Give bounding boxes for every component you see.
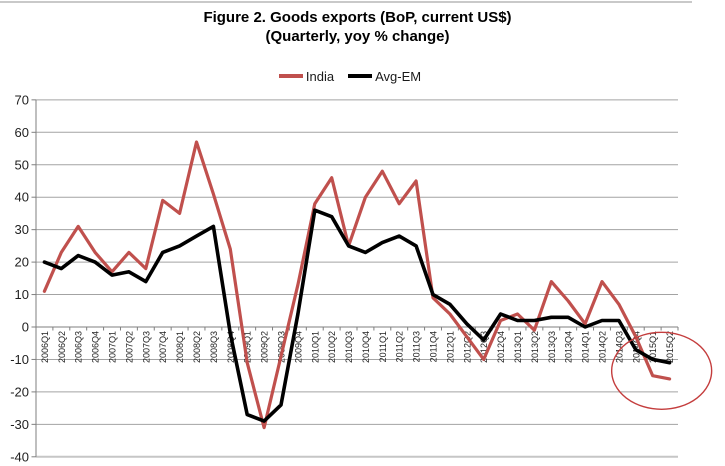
x-axis-label: 2014Q2 xyxy=(597,331,607,363)
y-axis-label: 10 xyxy=(15,287,29,302)
y-axis-label: -40 xyxy=(10,449,29,464)
y-axis-label: 20 xyxy=(15,255,29,270)
legend-label-india: India xyxy=(305,68,335,84)
x-axis-label: 2011Q1 xyxy=(378,331,388,362)
y-axis-label: -20 xyxy=(10,384,29,399)
x-axis-label: 2009Q3 xyxy=(276,331,286,363)
x-axis-label: 2007Q2 xyxy=(124,331,134,363)
x-axis-label: 2006Q2 xyxy=(57,331,67,363)
x-axis-label: 2013Q2 xyxy=(530,331,540,363)
x-axis-label: 2010Q1 xyxy=(310,331,320,363)
x-axis-label: 2012Q3 xyxy=(479,331,489,363)
x-axis-label: 2010Q4 xyxy=(361,331,371,363)
x-axis-label: 2006Q1 xyxy=(40,331,50,363)
y-axis-label: 30 xyxy=(15,222,29,237)
x-axis-label: 2011Q2 xyxy=(395,331,405,362)
x-axis-label: 2013Q3 xyxy=(547,331,557,363)
chart-title: Figure 2. Goods exports (BoP, current US… xyxy=(203,9,512,26)
x-axis-label: 2015Q1 xyxy=(648,331,658,363)
x-axis-label: 2006Q4 xyxy=(91,331,101,363)
x-axis-label: 2011Q3 xyxy=(412,331,422,362)
x-axis-label: 2007Q3 xyxy=(141,331,151,363)
avg-em-line-swatch-icon xyxy=(348,74,373,78)
y-axis-label: -30 xyxy=(10,417,29,432)
x-axis-label: 2008Q2 xyxy=(192,331,202,363)
x-axis-label: 2013Q4 xyxy=(564,331,574,363)
x-axis-label: 2015Q2 xyxy=(665,331,675,363)
x-axis-label: 2008Q3 xyxy=(209,331,219,363)
x-axis-label: 2010Q2 xyxy=(327,331,337,363)
x-axis-label: 2006Q3 xyxy=(74,331,84,363)
chart-subtitle: (Quarterly, yoy % change) xyxy=(265,28,450,45)
x-axis-label: 2007Q4 xyxy=(158,331,168,363)
legend-item-avg-em: Avg-EM xyxy=(348,69,421,84)
x-axis-label: 2012Q2 xyxy=(462,331,472,363)
y-axis-label: 50 xyxy=(15,157,29,172)
y-axis-label: -10 xyxy=(10,352,29,367)
x-axis-label: 2013Q1 xyxy=(513,331,523,363)
x-axis-label: 2009Q4 xyxy=(293,331,303,363)
chart-border-top xyxy=(0,1,692,3)
x-axis-label: 2011Q4 xyxy=(429,331,439,362)
chart-legend: India Avg-EM xyxy=(0,66,700,86)
x-axis-label: 2008Q4 xyxy=(226,331,236,363)
legend-item-india: India xyxy=(278,68,335,84)
y-axis-label: 60 xyxy=(15,125,29,140)
series-line-avg-em xyxy=(42,208,672,423)
x-axis-label: 2008Q1 xyxy=(175,331,185,363)
chart-title-block: Figure 2. Goods exports (BoP, current US… xyxy=(0,8,715,46)
y-axis-label: 70 xyxy=(15,92,29,107)
series-line-india xyxy=(42,140,672,430)
legend-label-avg-em: Avg-EM xyxy=(375,68,422,84)
x-axis-label: 2014Q1 xyxy=(581,331,591,363)
x-axis-label: 2010Q3 xyxy=(344,331,354,363)
highlight-ellipse-annotation xyxy=(610,331,713,411)
x-axis-label: 2014Q3 xyxy=(614,331,624,363)
x-axis-label: 2007Q1 xyxy=(108,331,118,363)
y-axis-label: 0 xyxy=(22,320,29,335)
x-axis-label: 2009Q1 xyxy=(243,331,253,363)
y-axis-label: 40 xyxy=(15,190,29,205)
x-axis-label: 2012Q4 xyxy=(496,331,506,363)
x-axis-label: 2012Q1 xyxy=(445,331,455,363)
india-line-swatch-icon xyxy=(278,74,303,78)
x-axis-label: 2009Q2 xyxy=(260,331,270,363)
